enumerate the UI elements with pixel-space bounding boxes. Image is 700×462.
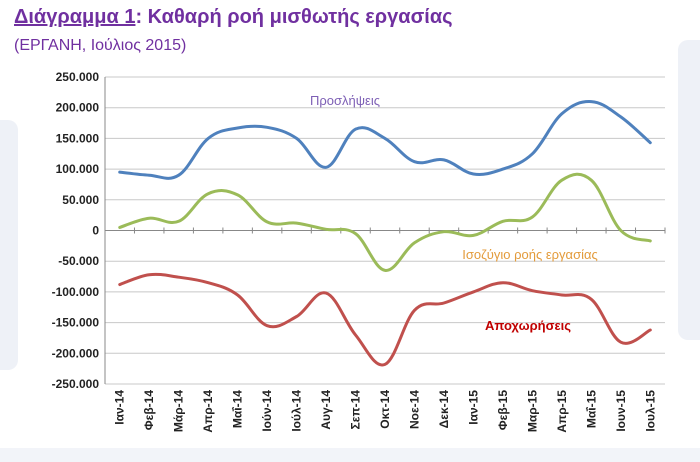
x-tick-label: Ιουλ-15 [643,390,657,432]
x-tick-label: Ιούλ-14 [290,390,304,432]
y-tick-label: 50.000 [62,193,99,207]
y-tick-label: 200.000 [56,101,100,115]
series-line-balance [118,172,652,272]
x-tick-label: Νοε-14 [407,390,421,429]
y-tick-label: -250.000 [52,377,100,391]
x-tick-label: Αυγ-14 [319,390,333,430]
y-tick-label: 150.000 [56,131,100,145]
x-tick-label: Μάρ-14 [172,390,186,432]
chart-title-rest: : Καθαρή ροή μισθωτής εργασίας [135,6,453,28]
y-axis-ticks: 250.000 200.000 150.000 100.000 50.000 0 -50.0… [52,70,100,391]
series-labels: Προσλήψεις Ισοζύγιο ροής εργασίας Αποχωρήσ… [310,93,598,333]
x-tick-label: Οκτ-14 [378,390,392,429]
chart-title-lead: Διάγραμμα 1 [14,6,136,28]
background-accent-right [678,40,700,340]
y-tick-label: 250.000 [56,70,100,84]
x-tick-label: Σεπ-14 [349,390,363,430]
x-tick-label: Μαΐ-15 [584,390,598,428]
series-label-hires: Προσλήψεις [310,93,380,108]
x-tick-label: Μαΐ-14 [231,390,245,428]
axes [104,77,666,384]
x-tick-label: Φεβ-14 [142,390,156,431]
series-line-hires [118,100,652,180]
series-line-separations [118,272,652,367]
y-tick-label: 100.000 [56,162,100,176]
chart-title: Διάγραμμα 1: Καθαρή ροή μισθωτής εργασία… [14,6,453,29]
y-tick-label: -150.000 [52,316,100,330]
x-tick-label: Δεκ-14 [437,390,451,429]
x-tick-label: Φεβ-15 [496,390,510,431]
series-lines [118,100,652,367]
y-tick-label: -200.000 [52,346,100,360]
chart-subtitle: (ΕΡΓΑΝΗ, Ιούλιος 2015) [14,37,187,54]
y-tick-label: -100.000 [52,285,100,299]
background-accent-bottom [0,448,700,462]
y-tick-label: -50.000 [58,254,99,268]
y-tick-label: 0 [92,224,99,238]
x-tick-label: Μαρ-15 [525,390,539,432]
background-accent-left [0,120,18,370]
x-axis-ticks: Ιαν-14 Φεβ-14 Μάρ-14 Απρ-14 Μαΐ-14 Ιούν-14 Ιού… [113,390,658,433]
x-tick-label: Ιαν-14 [113,390,127,425]
x-tick-label: Απρ-15 [555,390,569,433]
x-tick-label: Ιουν-15 [614,390,628,432]
x-tick-label: Ιαν-15 [466,390,480,425]
series-label-balance: Ισοζύγιο ροής εργασίας [462,247,598,262]
x-tick-label: Ιούν-14 [260,390,274,432]
series-label-separations: Αποχωρήσεις [485,318,571,333]
x-tick-label: Απρ-14 [201,390,215,433]
